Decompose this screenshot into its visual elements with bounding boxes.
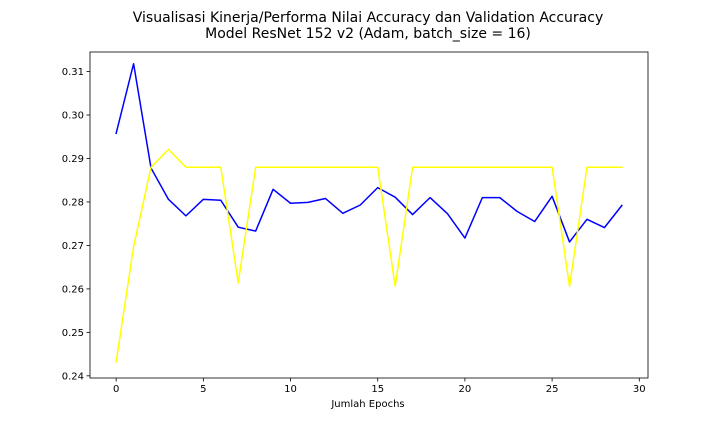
- x-tick-label: 25: [546, 384, 559, 395]
- x-tick-label: 15: [371, 384, 384, 395]
- chart-title: Visualisasi Kinerja/Performa Nilai Accur…: [133, 10, 604, 26]
- x-tick-label: 10: [284, 384, 297, 395]
- y-tick-label: 0.26: [62, 284, 84, 295]
- series-line-2: [115, 148, 623, 363]
- x-tick-label: 5: [200, 384, 206, 395]
- y-tick-label: 0.29: [62, 154, 84, 165]
- x-tick-label: 30: [633, 384, 646, 395]
- plot-frame: [89, 51, 649, 379]
- y-tick-label: 0.24: [62, 371, 84, 382]
- y-tick-label: 0.31: [62, 67, 84, 78]
- chart-subtitle: Model ResNet 152 v2 (Adam, batch_size = …: [205, 26, 531, 42]
- x-axis-label: Jumlah Epochs: [330, 399, 404, 410]
- y-tick-label: 0.25: [62, 328, 84, 339]
- y-tick-label: 0.27: [62, 241, 84, 252]
- y-tick-label: 0.28: [62, 197, 84, 208]
- y-tick-label: 0.30: [62, 111, 84, 122]
- x-tick-label: 0: [113, 384, 119, 395]
- plot-area: 0 5 10 15 20 25 30 0.24 0.25 0.26 0.27 0.28 0.29 0.30…: [62, 51, 649, 395]
- series-line-1: [115, 62, 623, 243]
- x-tick-label: 20: [459, 384, 472, 395]
